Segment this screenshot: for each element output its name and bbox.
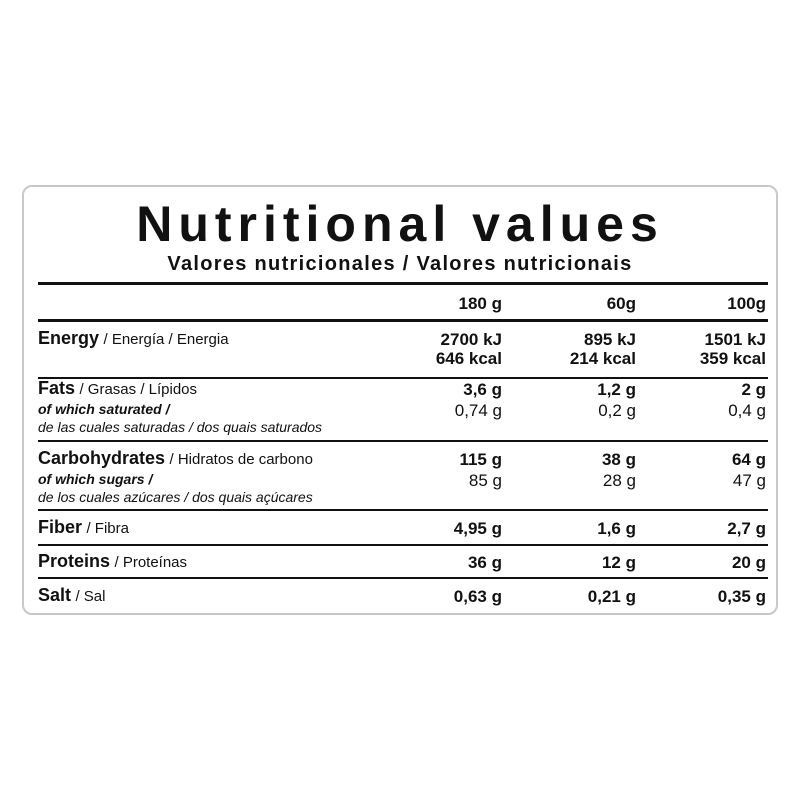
subtitle: Valores nutricionales / Valores nutricio…: [167, 253, 633, 275]
nutrient-name: Fiber: [38, 517, 83, 537]
sub-translation: de los cuales azúcares / dos quais açúca…: [38, 489, 313, 505]
row-label: Proteins / Proteínas: [38, 551, 187, 573]
value: 895 kJ: [584, 330, 636, 349]
label-box: [22, 185, 778, 615]
row-label: Carbohydrates / Hidratos de carbono: [38, 448, 313, 470]
separator: [38, 377, 768, 379]
value: 38 g: [601, 450, 636, 469]
separator: [38, 544, 768, 546]
row-label: Salt / Sal: [38, 585, 105, 607]
nutrient-name: Carbohydrates: [38, 448, 166, 468]
row-label: Energy / Energía / Energia: [38, 328, 229, 350]
separator: [38, 282, 768, 285]
value: 2700 kJ: [440, 330, 502, 349]
column-header: 100g: [727, 294, 766, 313]
sub-value: 85 g: [468, 471, 502, 490]
nutrient-name: Fats: [38, 378, 76, 398]
value: 36 g: [467, 553, 502, 572]
value: 359 kcal: [699, 349, 766, 368]
nutrient-translation: / Proteínas: [114, 554, 188, 571]
nutrient-translation: / Sal: [75, 588, 106, 605]
value: 0,21 g: [587, 587, 636, 606]
nutrient-translation: / Energía / Energia: [103, 331, 229, 348]
column-header: 180 g: [458, 294, 502, 313]
value: 64 g: [731, 450, 766, 469]
value: 2,7 g: [727, 519, 766, 538]
sub-value: 47 g: [732, 471, 766, 490]
nutrient-translation: / Hidratos de carbono: [169, 451, 313, 468]
separator: [38, 577, 768, 579]
sub-label: of which saturated /: [38, 401, 170, 417]
nutrient-name: Salt: [38, 585, 72, 605]
separator: [38, 440, 768, 442]
sub-label: of which sugars /: [38, 471, 153, 487]
separator: [38, 319, 768, 322]
nutrient-translation: / Grasas / Lípidos: [79, 381, 198, 398]
nutrient-translation: / Fibra: [86, 520, 129, 537]
sub-value: 28 g: [602, 471, 636, 490]
sub-value: 0,74 g: [454, 401, 502, 420]
value: 0,35 g: [717, 587, 766, 606]
sub-translation: de las cuales saturadas / dos quais satu…: [38, 419, 323, 435]
value: 2 g: [741, 380, 766, 399]
value: 20 g: [731, 553, 766, 572]
separator: [38, 509, 768, 511]
column-header: 60g: [606, 294, 636, 313]
value: 1,6 g: [597, 519, 636, 538]
nutrient-name: Proteins: [38, 551, 111, 571]
value: 115 g: [459, 450, 502, 469]
row-label: Fats / Grasas / Lípidos: [38, 378, 197, 400]
value: 4,95 g: [453, 519, 502, 538]
sub-value: 0,2 g: [598, 401, 636, 420]
nutrient-name: Energy: [38, 328, 100, 348]
title: Nutritional values: [136, 196, 664, 252]
value: 646 kcal: [435, 349, 502, 368]
value: 214 kcal: [569, 349, 636, 368]
value: 12 g: [601, 553, 636, 572]
value: 1,2 g: [597, 380, 636, 399]
value: 1501 kJ: [704, 330, 766, 349]
row-label: Fiber / Fibra: [38, 517, 129, 539]
sub-value: 0,4 g: [728, 401, 766, 420]
value: 0,63 g: [453, 587, 502, 606]
value: 3,6 g: [463, 380, 502, 399]
